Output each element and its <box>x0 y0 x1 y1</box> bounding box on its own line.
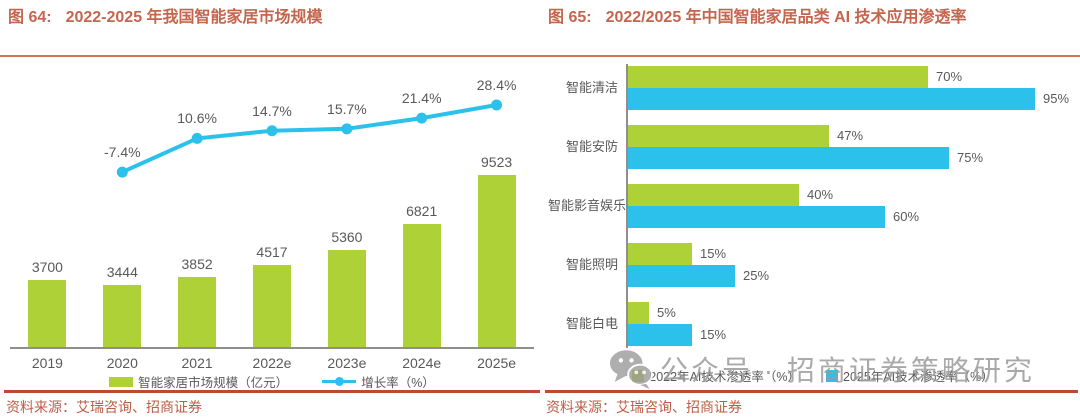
penetration-bar-2025 <box>628 206 885 228</box>
line-point-marker <box>491 99 503 111</box>
figure65-y-axis-line <box>626 64 628 348</box>
bar-value-label: 4517 <box>256 244 288 260</box>
penetration-bar-2025 <box>628 324 692 346</box>
growth-rate-line <box>116 99 503 178</box>
growth-rate-label: 10.6% <box>177 110 217 127</box>
penetration-bar-2022 <box>628 184 799 206</box>
market-size-bar <box>402 224 441 347</box>
bar-value-label: 9523 <box>481 154 513 170</box>
bar-value-label: 5360 <box>331 229 363 245</box>
legend-swatch <box>826 369 838 382</box>
figure65-plot-area: 智能清洁 70% 95% 智能安防 47% 75% 智能影音娱乐 40% 60% 智能照明 15% 2… <box>548 64 1078 356</box>
figure65-title-text: 2022/2025 年中国智能家居品类 AI 技术应用渗透率 <box>605 9 967 26</box>
category-label: 智能安防 <box>565 139 618 154</box>
legend-item-growth-rate: 增长率（%） <box>322 372 435 391</box>
figure65-bottom-rule <box>545 390 1078 393</box>
penetration-bar-2022 <box>628 243 692 265</box>
figure64-bottom-rule <box>4 390 540 393</box>
figure65-title: 图 65: 2022/2025 年中国智能家居品类 AI 技术应用渗透率 <box>548 7 1072 28</box>
penetration-bar-2022 <box>628 302 649 324</box>
legend-label: 2025年AI技术渗透率（%） <box>843 370 994 384</box>
figure64-plot-area: 3700 2019 3444 2020 3852 2021 4517 2022e 5360 202… <box>10 62 534 371</box>
penetration-bar-2022 <box>628 125 829 147</box>
market-size-bar <box>103 285 142 347</box>
bar-value-label: 3852 <box>181 256 213 272</box>
growth-rate-label: 28.4% <box>476 77 517 93</box>
penetration-bar-2025 <box>628 265 735 287</box>
penetration-bar-2025 <box>628 88 1035 110</box>
bar-value-label: 25% <box>743 268 770 283</box>
bar-value-label: 5% <box>657 305 676 320</box>
growth-rate-label: 14.7% <box>252 102 292 119</box>
figure64-caption-label: 图 64: <box>8 9 52 26</box>
bar-value-label: 75% <box>957 150 984 165</box>
x-axis-label: 2024e <box>402 355 442 371</box>
title-divider-rule <box>0 55 1080 57</box>
market-size-bar <box>327 250 366 347</box>
legend-label: 2022年AI技术渗透率（%） <box>649 370 800 384</box>
x-axis-label: 2020 <box>106 355 138 371</box>
line-point-marker <box>341 123 353 135</box>
market-size-bar <box>28 280 67 347</box>
bar-value-label: 47% <box>837 128 864 143</box>
figure65-caption-label: 图 65: <box>548 9 592 26</box>
x-axis-label: 2019 <box>31 355 63 371</box>
bar-value-label: 6821 <box>406 203 438 219</box>
line-point-marker <box>116 166 128 178</box>
legend-swatch <box>632 369 645 382</box>
figure64-legend: 智能家居市场规模（亿元） 增长率（%） <box>10 372 534 391</box>
bar-value-label: 70% <box>936 69 963 84</box>
bar-value-label: 3444 <box>106 264 138 280</box>
x-axis-label: 2023e <box>327 355 367 371</box>
growth-rate-label: 21.4% <box>401 90 442 107</box>
figure64-source: 资料来源：艾瑞咨询、招商证券 <box>6 400 202 416</box>
bar-value-label: 15% <box>700 246 727 261</box>
legend-item-2022: 2022年AI技术渗透率（%） <box>632 366 800 385</box>
category-label: 智能白电 <box>565 316 618 331</box>
legend-item-2025: 2025年AI技术渗透率（%） <box>826 366 994 385</box>
legend-swatch-bar <box>109 376 134 387</box>
bar-value-label: 95% <box>1043 91 1070 106</box>
bar-value-label: 15% <box>700 327 727 342</box>
growth-rate-label: -7.4% <box>104 144 141 161</box>
figure64-title-text: 2022-2025 年我国智能家居市场规模 <box>65 9 323 26</box>
category-label: 智能清洁 <box>565 80 618 95</box>
figure65-legend: 2022年AI技术渗透率（%） 2025年AI技术渗透率（%） <box>548 366 1078 385</box>
market-size-bar <box>178 277 217 347</box>
legend-label: 智能家居市场规模（亿元） <box>138 376 289 390</box>
x-axis-label: 2022e <box>252 355 292 371</box>
penetration-bar-2025 <box>628 147 949 169</box>
growth-rate-label: 15.7% <box>327 100 367 117</box>
bar-value-label: 60% <box>893 209 920 224</box>
figure64-title: 图 64: 2022-2025 年我国智能家居市场规模 <box>8 7 528 28</box>
bar-value-label: 3700 <box>31 259 63 275</box>
line-point-marker <box>266 125 278 137</box>
figure65-source: 资料来源：艾瑞咨询、招商证券 <box>546 400 742 416</box>
line-point-marker <box>416 112 428 124</box>
legend-label: 增长率（%） <box>361 376 435 390</box>
market-size-bar <box>253 265 291 347</box>
market-size-bar <box>477 175 516 347</box>
bar-value-label: 40% <box>807 187 834 202</box>
legend-swatch-dot <box>335 377 345 386</box>
legend-swatch-line <box>322 377 357 386</box>
x-axis-label: 2025e <box>477 355 517 371</box>
x-axis-label: 2021 <box>181 355 213 371</box>
penetration-bar-2022 <box>628 66 928 88</box>
legend-item-market-size: 智能家居市场规模（亿元） <box>109 372 288 391</box>
category-label: 智能影音娱乐 <box>548 198 627 213</box>
line-point-marker <box>191 132 203 144</box>
category-label: 智能照明 <box>565 257 618 272</box>
